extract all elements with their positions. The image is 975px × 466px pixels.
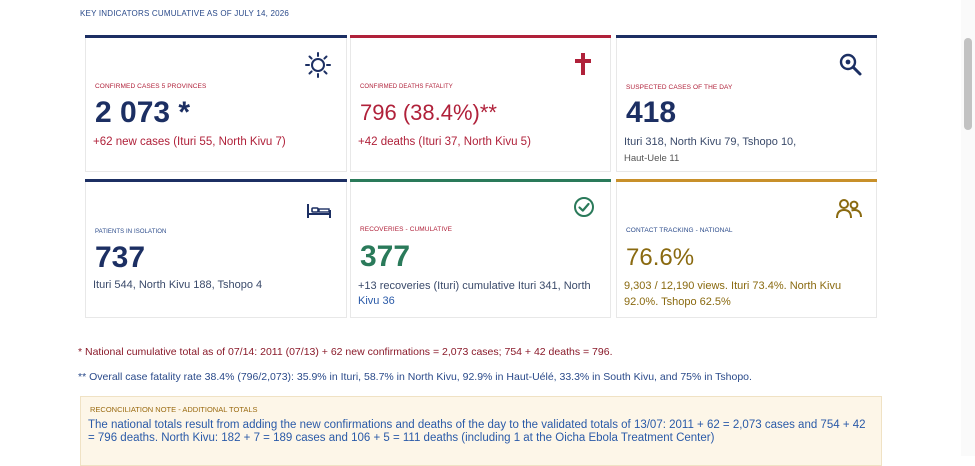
card-label: SUSPECTED CASES OF THE DAY bbox=[626, 84, 733, 91]
vertical-scrollbar[interactable] bbox=[961, 0, 975, 456]
card-value: 2 073 * bbox=[95, 96, 191, 129]
card-suspected-cases: SUSPECTED CASES OF THE DAY 418 Ituri 318… bbox=[616, 35, 877, 172]
sun-icon bbox=[304, 51, 332, 84]
card-label: CONTACT TRACKING - NATIONAL bbox=[626, 227, 733, 234]
card-detail: +13 recoveries (Ituri) cumulative Ituri … bbox=[358, 279, 602, 309]
card-accent-bar bbox=[616, 179, 877, 182]
card-detail-extra: Haut-Uele 11 bbox=[624, 153, 680, 164]
card-label: RECOVERIES - CUMULATIVE bbox=[360, 226, 453, 233]
card-accent-bar bbox=[85, 35, 347, 38]
footnote-fatality-rate: ** Overall case fatality rate 38.4% (796… bbox=[78, 371, 752, 383]
card-detail-text: +13 recoveries (Ituri) cumulative Ituri … bbox=[358, 280, 591, 292]
reconciliation-title: RECONCILIATION NOTE - ADDITIONAL TOTALS bbox=[90, 405, 258, 414]
card-label: PATIENTS IN ISOLATION bbox=[95, 229, 167, 235]
people-icon bbox=[835, 197, 863, 226]
card-patients-isolation: PATIENTS IN ISOLATION 737 Ituri 544, Nor… bbox=[85, 179, 347, 318]
card-detail: Ituri 544, North Kivu 188, Tshopo 4 bbox=[93, 279, 263, 291]
card-detail: +42 deaths (Ituri 37, North Kivu 5) bbox=[358, 136, 531, 148]
card-value: 418 bbox=[626, 96, 677, 129]
reconciliation-body: The national totals result from adding t… bbox=[88, 419, 866, 444]
card-detail: 9,303 / 12,190 views. Ituri 73.4%. North… bbox=[624, 280, 842, 308]
check-circle-icon bbox=[572, 195, 596, 224]
card-accent-bar bbox=[350, 35, 611, 38]
cross-icon bbox=[573, 51, 593, 82]
page-title: KEY INDICATORS CUMULATIVE AS OF JULY 14,… bbox=[80, 9, 290, 18]
card-value: 76.6% bbox=[626, 244, 695, 271]
scrollbar-thumb[interactable] bbox=[964, 38, 972, 130]
reconciliation-note: RECONCILIATION NOTE - ADDITIONAL TOTALS … bbox=[80, 396, 882, 466]
card-value: 737 bbox=[95, 241, 146, 274]
card-confirmed-cases: CONFIRMED CASES 5 PROVINCES 2 073 * +62 … bbox=[85, 35, 347, 172]
card-recoveries: RECOVERIES - CUMULATIVE 377 +13 recoveri… bbox=[350, 179, 611, 318]
card-accent-bar bbox=[85, 179, 347, 182]
card-contact-tracking: CONTACT TRACKING - NATIONAL 76.6% 9,303 … bbox=[616, 179, 877, 318]
magnifier-icon bbox=[837, 51, 863, 82]
card-value: 796 (38.4%)** bbox=[360, 100, 497, 125]
card-confirmed-deaths: CONFIRMED DEATHS FATALITY 796 (38.4%)** … bbox=[350, 35, 611, 172]
card-accent-bar bbox=[616, 35, 877, 38]
card-detail: +62 new cases (Ituri 55, North Kivu 7) bbox=[93, 136, 286, 148]
bed-icon bbox=[305, 202, 333, 225]
card-value: 377 bbox=[360, 240, 411, 273]
card-detail-continuation: Kivu 36 bbox=[358, 295, 395, 307]
card-label: CONFIRMED CASES 5 PROVINCES bbox=[95, 83, 207, 90]
card-accent-bar bbox=[350, 179, 611, 182]
footnote-national-total: * National cumulative total as of 07/14:… bbox=[78, 346, 613, 358]
card-detail: Ituri 318, North Kivu 79, Tshopo 10, bbox=[624, 136, 797, 148]
card-label: CONFIRMED DEATHS FATALITY bbox=[360, 84, 453, 90]
